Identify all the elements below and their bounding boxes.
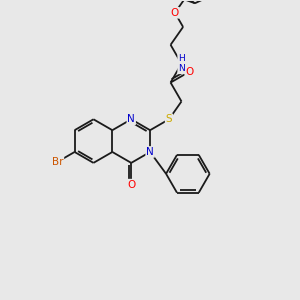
- Text: H
N: H N: [178, 54, 185, 74]
- Text: Br: Br: [52, 157, 63, 167]
- Text: O: O: [185, 67, 194, 77]
- Text: N: N: [128, 114, 135, 124]
- Text: O: O: [171, 8, 179, 18]
- Text: O: O: [127, 180, 135, 190]
- Text: N: N: [146, 147, 154, 157]
- Text: S: S: [166, 114, 172, 124]
